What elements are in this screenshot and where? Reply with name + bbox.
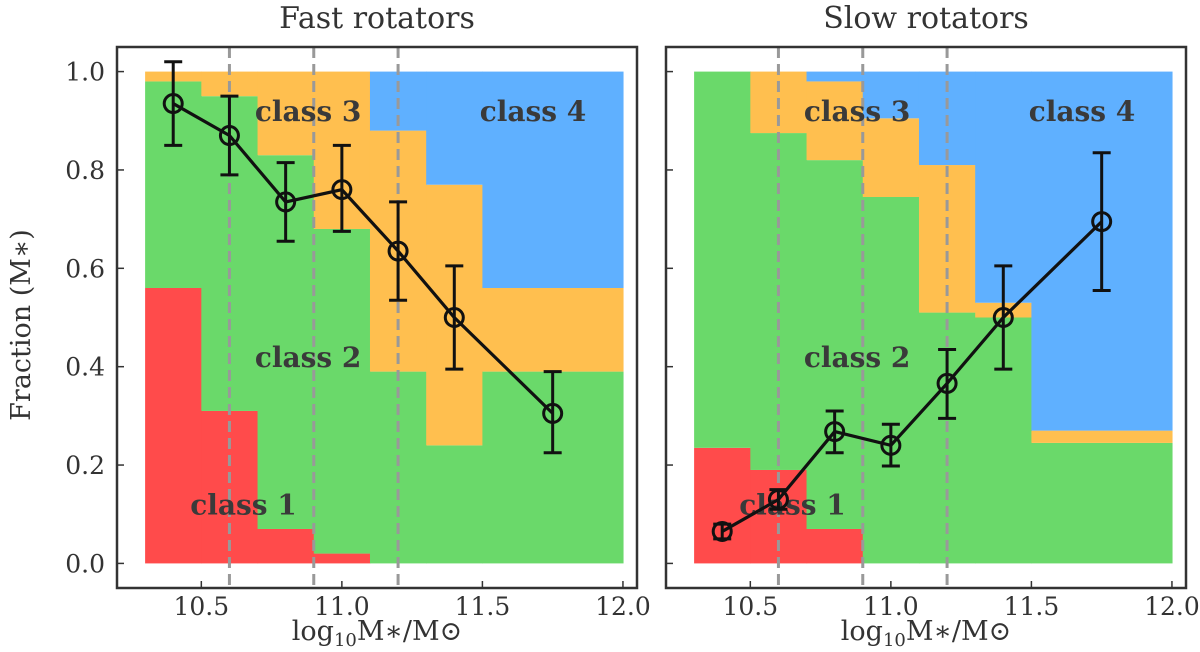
axes-frame xyxy=(664,45,1188,590)
class-label-2: class 2 xyxy=(804,341,911,374)
data-point-0 xyxy=(711,520,733,542)
data-point-6 xyxy=(1091,211,1113,233)
class1-bin-3 xyxy=(313,553,371,564)
xlabel-ratio: M∗/M⊙ xyxy=(906,616,1011,647)
class4-bin-5 xyxy=(426,71,484,185)
class2-bin-3 xyxy=(313,228,371,554)
class-label-2: class 2 xyxy=(255,341,362,374)
slow-rotators-panel: class 1 class 2 class 3 class 4 10.5 11.0 11.5… xyxy=(664,45,1200,621)
class2-bin-5 xyxy=(426,445,484,564)
x-tick-label-3: 12.0 xyxy=(595,592,651,621)
fast-rotators-panel: class 1 class 2 class 3 class 4 10.5 11.0 11.5… xyxy=(65,45,651,621)
class1-bin-1 xyxy=(201,410,259,564)
x-tick-label-3: 12.0 xyxy=(1144,592,1200,621)
class-label-3: class 3 xyxy=(804,95,911,128)
class3-bin-2 xyxy=(257,71,315,156)
data-point-6 xyxy=(542,402,564,424)
y-tick-label-0: 0.0 xyxy=(65,549,105,578)
xlabel-subscript: 10 xyxy=(883,630,906,651)
class1-bin-0 xyxy=(694,447,751,564)
data-point-1 xyxy=(767,488,789,510)
x-tick-label-0: 10.5 xyxy=(173,592,229,621)
xlabel-subscript: 10 xyxy=(334,630,357,651)
x-tick-label-1: 11.0 xyxy=(863,592,919,621)
class2-bin-2 xyxy=(806,160,864,529)
x-tick-label-1: 11.0 xyxy=(314,592,370,621)
class2-bin-6 xyxy=(1031,442,1173,564)
class2-bin-0 xyxy=(694,71,751,448)
class4-bin-2 xyxy=(806,71,864,82)
class4-bin-3 xyxy=(862,71,920,119)
y-tick-label-4: 0.8 xyxy=(65,156,105,185)
y-tick-label-1: 0.2 xyxy=(65,451,105,480)
x-tick-label-0: 10.5 xyxy=(722,592,778,621)
class3-bin-2 xyxy=(806,81,864,161)
class4-bin-5 xyxy=(975,71,1033,303)
class-label-1: class 1 xyxy=(190,488,297,521)
data-point-3 xyxy=(880,434,902,456)
data-point-4 xyxy=(387,240,409,262)
data-point-5 xyxy=(443,307,465,328)
data-point-1 xyxy=(218,125,240,147)
left-x-axis-label: log10M∗/M⊙ xyxy=(292,616,462,651)
class-label-4: class 4 xyxy=(480,95,587,128)
xlabel-ratio: M∗/M⊙ xyxy=(357,616,462,647)
class2-bin-3 xyxy=(862,197,920,564)
right-panel-title: Slow rotators xyxy=(823,1,1029,36)
xlabel-log: log xyxy=(841,616,883,647)
class1-bin-2 xyxy=(806,528,864,564)
data-point-4 xyxy=(936,372,958,394)
class3-bin-6 xyxy=(1031,430,1173,443)
class3-bin-3 xyxy=(862,118,920,198)
left-panel-title: Fast rotators xyxy=(279,1,475,36)
data-point-0 xyxy=(162,93,184,115)
x-tick-label-2: 11.5 xyxy=(455,592,511,621)
class-label-3: class 3 xyxy=(255,95,362,128)
class4-bin-6 xyxy=(482,71,624,288)
class3-bin-6 xyxy=(482,287,624,372)
class1-bin-0 xyxy=(145,287,202,564)
xlabel-log: log xyxy=(292,616,334,647)
y-tick-label-2: 0.4 xyxy=(65,353,105,382)
class-label-4: class 4 xyxy=(1029,95,1136,128)
class-label-1: class 1 xyxy=(739,488,846,521)
class2-bin-4 xyxy=(369,371,427,564)
axes-frame xyxy=(115,45,639,590)
y-axis-label: Fraction (M∗) xyxy=(6,229,37,421)
class1-bin-2 xyxy=(257,528,315,564)
data-point-5 xyxy=(992,307,1014,328)
data-point-3 xyxy=(331,179,353,201)
y-tick-label-3: 0.6 xyxy=(65,254,105,283)
x-tick-label-2: 11.5 xyxy=(1004,592,1060,621)
data-point-2 xyxy=(824,421,846,443)
right-x-axis-label: log10M∗/M⊙ xyxy=(841,616,1011,651)
y-tick-label-5: 1.0 xyxy=(65,58,105,87)
data-point-2 xyxy=(275,191,297,213)
